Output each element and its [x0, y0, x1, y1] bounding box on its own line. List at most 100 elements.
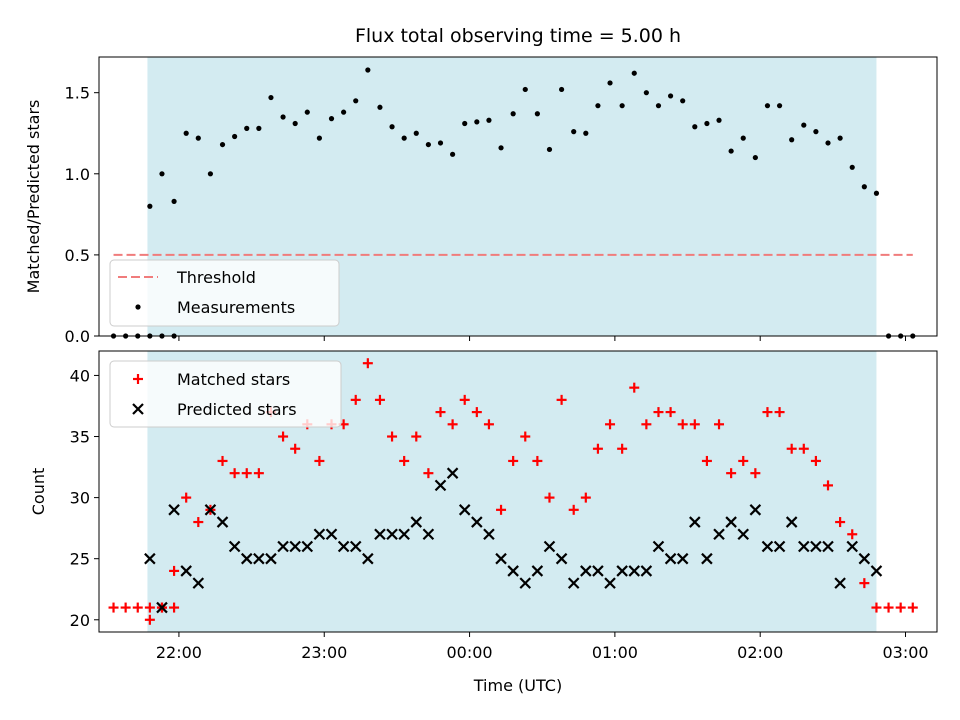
predicted-star-point [374, 528, 386, 541]
predicted-star-point [337, 540, 350, 553]
matched-star-point [774, 407, 785, 418]
matched-star-point [762, 407, 773, 418]
bottom-x-ticks: 22:00 23:00 00:00 01:00 02:00 03:00 [156, 632, 929, 662]
matched-star-point [810, 455, 821, 466]
measurement-point [280, 114, 286, 120]
measurement-point [546, 146, 553, 153]
predicted-star-point [555, 552, 568, 565]
matched-star-point [714, 419, 725, 430]
top-y-tick-label: 0.0 [65, 327, 90, 346]
bottom-y-ticks: 20 25 30 35 40 [70, 366, 99, 630]
matched-star-point [447, 419, 458, 430]
measurement-point [171, 198, 177, 204]
measurement-point [244, 125, 250, 131]
predicted-star-point [156, 601, 168, 614]
measurement-point [425, 141, 431, 148]
measurement-point [207, 171, 214, 177]
matched-star-point [520, 431, 531, 442]
matched-star-point [629, 382, 640, 393]
bottom-y-tick-label: 25 [70, 550, 90, 569]
predicted-star-point [846, 540, 859, 553]
predicted-star-point [870, 565, 883, 577]
predicted-star-point [192, 577, 205, 589]
predicted-star-point [253, 552, 265, 565]
matched-star-point [193, 517, 204, 528]
predicted-star-point [410, 516, 423, 528]
measurement-point [692, 124, 698, 130]
predicted-star-point [471, 516, 483, 528]
predicted-star-point [313, 528, 326, 541]
predicted-star-point [592, 565, 604, 577]
measurement-point [183, 130, 189, 136]
matched-star-point [653, 407, 664, 418]
predicted-star-point [834, 577, 846, 589]
measurement-point [413, 130, 419, 136]
predicted-star-point [144, 552, 156, 565]
measurement-point [353, 98, 359, 104]
top-y-tick-label: 1.5 [65, 84, 90, 103]
measurement-point [437, 140, 444, 146]
measurement-point [655, 103, 662, 109]
measurement-point [377, 104, 383, 110]
predicted-star-point [204, 504, 217, 516]
predicted-star-point [604, 577, 616, 589]
measurement-point [462, 120, 468, 127]
x-tick-label: 22:00 [156, 643, 202, 662]
matched-star-point [689, 419, 700, 430]
top-y-axis-label: Matched/Predicted stars [24, 100, 43, 294]
measurement-point [341, 109, 347, 115]
measurement-point [595, 103, 601, 109]
measurement-point [159, 171, 165, 177]
matched-star-point [362, 358, 373, 369]
predicted-star-point [483, 528, 495, 541]
x-axis-label: Time (UTC) [473, 676, 562, 695]
matched-star-point [701, 455, 712, 466]
predicted-star-point [761, 540, 774, 553]
matched-star-point [399, 455, 410, 466]
matched-star-point [169, 565, 180, 576]
matched-star-point [350, 394, 361, 405]
predicted-star-point [446, 467, 459, 479]
measurement-point [861, 184, 867, 190]
matched-star-point [617, 443, 628, 454]
legend-matched-swatch [133, 374, 143, 384]
measurement-point [219, 141, 226, 148]
measurement-point [752, 154, 758, 161]
predicted-star-point [749, 504, 762, 516]
predicted-star-point [652, 540, 665, 553]
legend-predicted-label: Predicted stars [177, 400, 297, 419]
measurement-point [316, 135, 322, 141]
measurement-point [401, 135, 407, 141]
predicted-star-point [180, 565, 192, 577]
measurement-point [474, 119, 480, 125]
bottom-axes-frame [98, 350, 938, 633]
matched-star-point [411, 431, 422, 442]
predicted-star-point [640, 565, 653, 577]
matched-star-point [883, 602, 894, 613]
measurement-point [583, 130, 589, 136]
measurement-point [147, 203, 153, 209]
matched-star-point [132, 602, 143, 613]
top-y-tick-label: 0.5 [65, 246, 90, 265]
measurement-point [268, 94, 274, 101]
matched-star-point [726, 468, 737, 479]
x-tick-label: 23:00 [301, 643, 347, 662]
measurement-point [498, 145, 504, 151]
matched-star-point [423, 468, 434, 479]
measurement-point [764, 103, 771, 109]
predicted-star-point [325, 528, 338, 541]
top-axes-frame [98, 56, 938, 337]
top-y-tick-label: 1.0 [65, 165, 90, 184]
matched-star-point [144, 614, 155, 625]
predicted-star-point [701, 552, 713, 565]
predicted-star-point [386, 528, 398, 541]
bottom-y-tick-label: 30 [70, 489, 90, 508]
matched-star-point [290, 443, 301, 454]
predicted-star-point [785, 516, 798, 528]
predicted-star-point [567, 577, 580, 589]
measurement-point [534, 111, 540, 117]
chart-title: Flux total observing time = 5.00 h [355, 25, 681, 47]
measurement-point [837, 135, 843, 141]
matched-star-point [483, 419, 494, 430]
